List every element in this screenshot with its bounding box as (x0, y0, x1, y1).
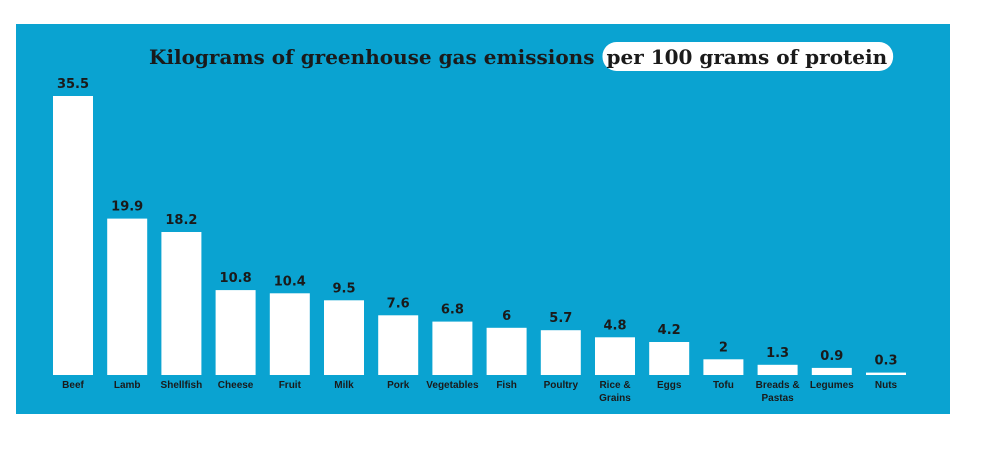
value-label-15: 0.3 (874, 354, 897, 369)
chart-panel: Kilograms of greenhouse gas emissions pe… (16, 24, 950, 414)
category-label-6: Pork (387, 380, 410, 391)
bar-15 (866, 372, 906, 375)
value-label-13: 1.3 (766, 346, 789, 361)
category-labels-group: Beef Lamb Shellfish Cheese Fruit Milk Pork Vege… (62, 380, 897, 404)
category-label-1: Lamb (114, 380, 141, 391)
category-label-2: Shellfish (161, 380, 203, 391)
value-label-11: 4.2 (658, 323, 681, 338)
category-label-10: Rice & Grains (599, 380, 631, 404)
bar-1 (107, 218, 148, 375)
chart-title: Kilograms of greenhouse gas emissions pe… (149, 42, 894, 71)
value-labels-group: 35.5 19.9 18.2 10.8 10.4 9.5 7.6 6.8 6 5.7 4.8 4.2 2… (57, 77, 898, 369)
chart-background (16, 24, 950, 414)
bar-7 (432, 321, 473, 375)
bar-10 (595, 337, 635, 375)
value-label-9: 5.7 (549, 311, 572, 326)
value-label-10: 4.8 (603, 318, 626, 333)
bar-5 (324, 300, 364, 375)
bar-4 (269, 293, 310, 375)
bar-14 (811, 367, 852, 375)
value-label-6: 7.6 (387, 296, 410, 311)
chart-title-main: Kilograms of greenhouse gas emissions (149, 45, 594, 69)
category-label-11: Eggs (657, 380, 682, 391)
chart-title-highlight-background (602, 42, 894, 71)
value-label-3: 10.8 (220, 271, 252, 286)
bar-2 (161, 232, 202, 375)
category-label-7: Vegetables (426, 380, 479, 391)
category-label-13: Breads & Pastas (756, 380, 800, 404)
category-label-9: Poultry (544, 380, 579, 391)
value-label-1: 19.9 (111, 200, 143, 215)
bar-0 (53, 96, 93, 375)
category-label-0: Beef (62, 380, 84, 391)
category-label-5: Milk (334, 380, 354, 391)
value-label-5: 9.5 (332, 281, 355, 296)
bars-group (53, 96, 906, 375)
value-label-8: 6 (502, 309, 511, 324)
bar-13 (757, 364, 798, 375)
chart-title-highlight: per 100 grams of protein (606, 45, 887, 69)
category-label-12: Tofu (713, 380, 734, 391)
value-label-2: 18.2 (165, 213, 197, 228)
category-label-15: Nuts (875, 380, 898, 391)
bar-12 (703, 359, 744, 375)
value-label-4: 10.4 (274, 274, 306, 289)
category-label-3: Cheese (218, 380, 254, 391)
value-label-7: 6.8 (441, 303, 464, 318)
category-label-4: Fruit (279, 380, 302, 391)
value-label-12: 2 (719, 340, 728, 355)
bar-11 (649, 342, 690, 375)
value-label-14: 0.9 (820, 349, 843, 364)
bar-6 (378, 315, 419, 375)
bar-3 (215, 290, 256, 375)
category-label-8: Fish (496, 380, 517, 391)
value-label-0: 35.5 (57, 77, 89, 92)
bar-9 (540, 330, 581, 375)
bar-chart: Kilograms of greenhouse gas emissions pe… (16, 24, 950, 414)
category-label-14: Legumes (810, 380, 854, 391)
bar-8 (486, 327, 527, 375)
